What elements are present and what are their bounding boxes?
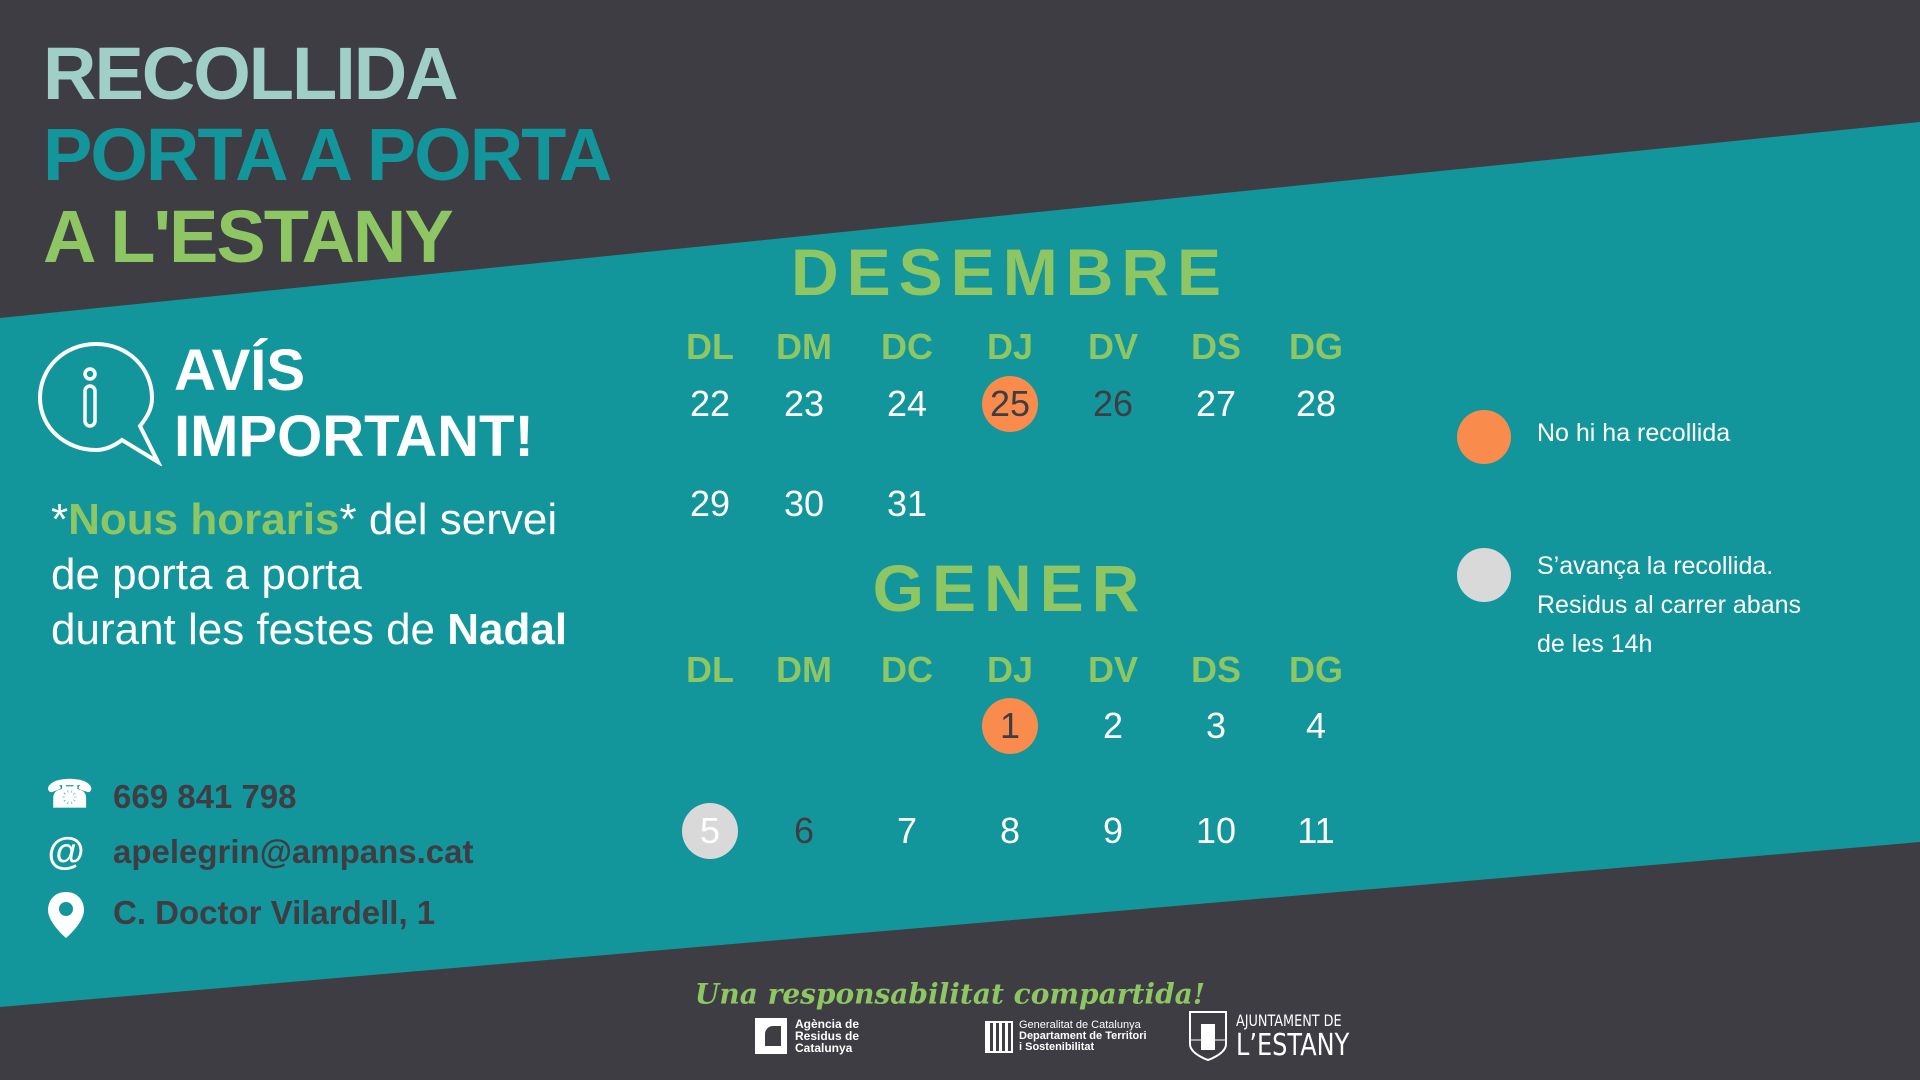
weekday-header: DL	[686, 326, 734, 367]
generalitat-shield-icon	[985, 1020, 1013, 1053]
logo-text: AJUNTAMENT DE	[1236, 1010, 1342, 1030]
logo-text: L’ESTANY	[1236, 1027, 1350, 1063]
month-title-january: GENER	[872, 551, 1148, 625]
body-line-2: de porta a porta	[51, 550, 362, 599]
weekday-header: DJ	[986, 649, 1034, 690]
weekday-header: DL	[686, 649, 734, 690]
arc-logo-icon	[755, 1018, 787, 1054]
weekday-header: DM	[776, 649, 832, 690]
nadal-bold: Nadal	[447, 605, 568, 654]
notice-body: *Nous horaris* del servei de porta a por…	[51, 492, 567, 657]
legend-orange-dot	[1457, 410, 1511, 464]
address: C. Doctor Vilardell, 1	[113, 894, 436, 931]
calendar-day: 10	[1195, 810, 1237, 851]
phone-number[interactable]: 669 841 798	[113, 778, 297, 815]
logo-generalitat: Generalitat de Catalunya Departament de T…	[985, 1020, 1147, 1053]
at-sign-icon: @	[47, 831, 85, 873]
weekday-header: DG	[1289, 649, 1343, 690]
calendar-day: 8	[999, 810, 1021, 851]
weekday-header: DM	[776, 326, 832, 367]
notice-heading-2: IMPORTANT!	[174, 404, 534, 469]
title-line-3: A L'ESTANY	[43, 195, 454, 278]
calendar-day: 28	[1295, 383, 1337, 424]
weekday-header: DV	[1087, 649, 1139, 690]
calendar-day: 22	[689, 383, 731, 424]
logo-ajuntament: AJUNTAMENT DE L’ESTANY	[1188, 1010, 1378, 1062]
logo-text: Departament de Territori	[1019, 1030, 1147, 1042]
calendar-day: 4	[1305, 705, 1327, 746]
body-line-3: durant les festes de	[51, 605, 448, 654]
weekday-header: DS	[1190, 649, 1242, 690]
logo-text: Catalunya	[795, 1041, 853, 1055]
location-pin-icon	[48, 892, 84, 938]
weekday-header: DS	[1190, 326, 1242, 367]
asterisk: *	[51, 495, 69, 544]
calendar-day: 11	[1297, 810, 1335, 851]
logo-text: Agència de	[795, 1017, 860, 1031]
calendar-day: 6	[793, 810, 815, 851]
weekday-header: DJ	[986, 326, 1034, 367]
telephone-icon: ☎	[46, 774, 94, 816]
title-line-2: PORTA A PORTA	[43, 113, 612, 196]
calendar-day: 2	[1102, 705, 1124, 746]
calendar-day: 29	[689, 483, 731, 524]
calendar-day: 31	[886, 483, 928, 524]
calendar-day: 23	[783, 383, 825, 424]
calendar-day: 30	[783, 483, 825, 524]
calendar-day: 5	[682, 803, 738, 859]
weekday-header: DC	[881, 326, 933, 367]
calendar-day: 3	[1205, 705, 1227, 746]
asterisk: *	[339, 495, 357, 544]
legend-advanced-line: de les 14h	[1537, 630, 1653, 658]
body-text: del servei	[356, 495, 558, 544]
slogan: Una responsabilitat compartida!	[694, 977, 1206, 1011]
calendar-day: 26	[1092, 383, 1134, 424]
weekday-header: DV	[1087, 326, 1139, 367]
legend-advanced-line: S’avança la recollida.	[1537, 552, 1774, 580]
calendar-day: 24	[886, 383, 928, 424]
logo-text: Residus de	[795, 1029, 860, 1043]
legend-advanced-line: Residus al carrer abans	[1537, 591, 1802, 619]
month-title-december: DESEMBRE	[790, 235, 1230, 309]
calendar-day: 1	[982, 698, 1038, 754]
weekday-header: DG	[1289, 326, 1343, 367]
notice-heading-1: AVÍS	[174, 338, 306, 403]
weekday-header: DC	[881, 649, 933, 690]
legend-advanced: S’avança la recollida. Residus al carrer…	[1537, 547, 1801, 664]
calendar-day: 25	[982, 376, 1038, 432]
title-line-1: RECOLLIDA	[43, 32, 459, 115]
town-crest-icon	[1189, 1011, 1227, 1062]
calendar-day: 27	[1195, 383, 1237, 424]
legend-no-collection: No hi ha recollida	[1537, 419, 1731, 447]
info-speech-bubble-icon	[37, 341, 163, 466]
logo-text: Generalitat de Catalunya	[1019, 1019, 1141, 1031]
calendar-day: 7	[896, 810, 918, 851]
email-link[interactable]: apelegrin@ampans.cat	[113, 833, 474, 870]
logo-text: i Sostenibilitat	[1019, 1041, 1095, 1053]
legend-grey-dot	[1457, 548, 1511, 602]
highlight-new-schedules: Nous horaris	[68, 495, 340, 544]
logo-agencia-residus: Agència de Residus de Catalunya	[755, 1018, 859, 1054]
calendar-day: 9	[1102, 810, 1124, 851]
